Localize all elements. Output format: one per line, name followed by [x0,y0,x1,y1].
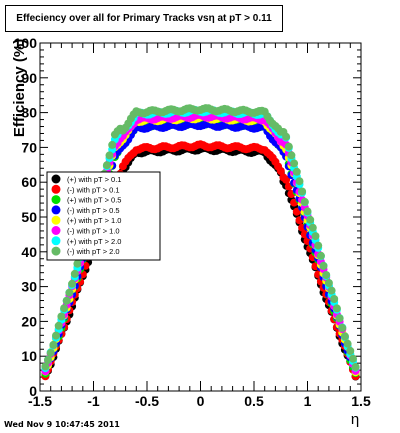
data-point [60,304,69,313]
legend-marker [51,246,61,256]
data-point [335,314,344,323]
data-point [70,269,79,278]
data-point [338,323,347,332]
legend-label: (+) with pT > 0.1 [67,175,121,184]
data-point [295,177,304,186]
legend-marker [51,205,61,215]
data-point [54,321,63,330]
x-tick-label: -1 [87,393,100,409]
data-point [68,279,77,288]
data-point [346,346,355,355]
data-point [46,349,55,357]
y-tick-label: 100 [14,35,38,51]
data-point [300,197,309,206]
chart-title: Effeciency over all for Primary Tracks v… [16,13,272,24]
data-point [319,261,328,270]
legend: (+) with pT > 0.1(-) with pT > 0.1 (+) wi… [46,171,161,261]
y-axis-label: Efficiency (%) [11,39,28,137]
data-point [351,363,360,371]
y-tick-label: 30 [21,279,37,295]
legend-marker [51,236,61,246]
legend-box [46,171,161,261]
legend-label: (-) with pT > 2.0 [67,247,120,256]
x-tick-label: 0.5 [244,393,264,409]
data-point [73,259,82,268]
data-point [282,132,291,141]
y-tick-label: 40 [21,244,37,260]
data-point [52,331,60,340]
axes: 0 10 20 30 40 50 60 70 80 90 100 -1.5 -1 -0.5 0 0.5 1 1.5… [11,35,371,428]
data-point [298,187,307,196]
data-point [41,362,50,371]
y-tick-label: 80 [21,105,37,121]
series-7 [41,104,360,371]
timestamp: Wed Nov 9 10:47:45 2011 [4,420,120,429]
legend-marker [51,226,61,235]
legend-label: (+) with pT > 1.0 [67,216,121,225]
data-point [102,161,111,170]
data-point [282,175,291,184]
y-tick-label: 10 [21,348,37,364]
data-point [49,340,58,349]
data-point [65,288,74,297]
data-point [340,332,349,341]
data-point [284,142,293,151]
y-tick-label: 60 [21,174,37,190]
data-point [105,151,114,160]
legend-marker [51,184,61,194]
chart-title-box: Effeciency over all for Primary Tracks v… [5,5,283,32]
data-point [311,232,320,241]
data-point [327,286,336,295]
data-point [276,167,285,175]
data-point [314,241,323,250]
x-tick-label: 1.5 [351,393,371,409]
data-point [108,140,117,149]
data-point [306,215,315,224]
legend-marker [51,195,61,205]
data-points [41,104,360,381]
legend-marker [51,215,61,225]
y-tick-label: 0 [29,383,37,399]
data-point [44,356,52,364]
y-tick-label: 90 [21,70,37,86]
data-point [330,295,339,303]
data-point [349,354,357,363]
data-point [290,159,299,168]
data-point [322,271,331,279]
data-point [316,251,325,260]
data-point [332,304,341,313]
legend-label: (+) with pT > 0.5 [67,196,121,205]
legend-label: (-) with pT > 0.5 [67,206,120,215]
legend-label: (+) with pT > 2.0 [67,237,121,246]
x-tick-label: 0 [197,393,205,409]
data-point [324,279,333,287]
data-point [57,312,66,321]
legend-label: (-) with pT > 1.0 [67,227,120,236]
x-tick-label: -0.5 [135,393,159,409]
data-point [343,339,352,348]
y-tick-label: 20 [21,313,37,329]
data-point [292,167,301,176]
legend-marker [51,174,61,184]
y-tick-label: 50 [21,209,37,225]
data-point [308,223,317,232]
data-point [62,296,71,305]
x-tick-label: -1.5 [28,393,52,409]
y-tick-label: 70 [21,139,37,155]
legend-label: (-) with pT > 0.1 [67,185,120,194]
x-tick-label: 1 [304,393,312,409]
data-point [287,151,296,160]
x-axis-label: η [351,411,359,428]
data-point [303,207,312,216]
